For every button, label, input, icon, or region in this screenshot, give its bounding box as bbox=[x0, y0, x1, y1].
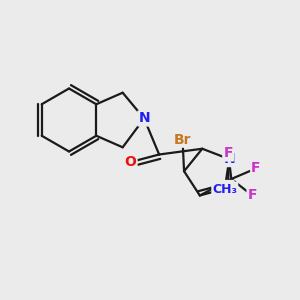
Text: N: N bbox=[222, 181, 234, 195]
Text: F: F bbox=[251, 161, 261, 176]
Text: N: N bbox=[224, 152, 235, 166]
Text: N: N bbox=[138, 112, 150, 125]
Text: F: F bbox=[248, 188, 257, 203]
Text: Br: Br bbox=[174, 133, 191, 147]
Text: CH₃: CH₃ bbox=[212, 183, 237, 196]
Text: F: F bbox=[224, 146, 233, 161]
Text: O: O bbox=[125, 155, 136, 169]
